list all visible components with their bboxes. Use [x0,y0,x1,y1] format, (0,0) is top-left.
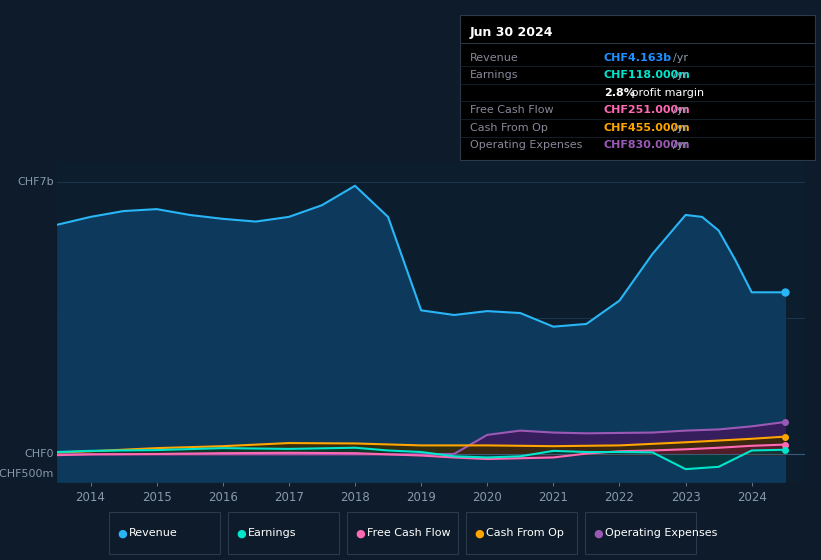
Text: CHF118.000m: CHF118.000m [603,70,690,80]
Text: Operating Expenses: Operating Expenses [470,141,582,151]
Text: Jun 30 2024: Jun 30 2024 [470,26,553,39]
Text: Operating Expenses: Operating Expenses [606,529,718,538]
Text: Earnings: Earnings [470,70,518,80]
Text: Cash From Op: Cash From Op [470,123,548,133]
Text: Cash From Op: Cash From Op [487,529,564,538]
Text: /yr: /yr [673,141,689,151]
Text: 2.8%: 2.8% [603,88,635,97]
Text: profit margin: profit margin [628,88,704,97]
Text: Free Cash Flow: Free Cash Flow [368,529,451,538]
Text: Revenue: Revenue [470,53,519,63]
Text: ●: ● [117,529,126,538]
Text: ●: ● [475,529,484,538]
Text: CHF251.000m: CHF251.000m [603,105,690,115]
Text: CHF455.000m: CHF455.000m [603,123,690,133]
Text: ●: ● [355,529,365,538]
Text: Revenue: Revenue [129,529,178,538]
Text: /yr: /yr [673,70,689,80]
Text: /yr: /yr [673,105,689,115]
Text: Earnings: Earnings [248,529,297,538]
Text: CHF7b: CHF7b [17,177,53,187]
Text: -CHF500m: -CHF500m [0,469,53,479]
Text: Free Cash Flow: Free Cash Flow [470,105,553,115]
Text: ●: ● [236,529,245,538]
Text: CHF0: CHF0 [25,449,53,459]
Text: /yr: /yr [673,53,689,63]
Text: /yr: /yr [673,123,689,133]
Text: CHF4.163b: CHF4.163b [603,53,672,63]
Text: ●: ● [594,529,603,538]
Text: CHF830.000m: CHF830.000m [603,141,690,151]
